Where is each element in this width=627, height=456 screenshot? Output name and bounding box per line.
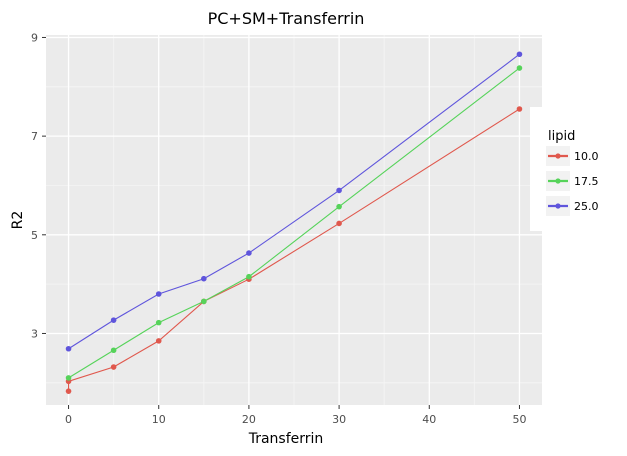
x-axis-title: Transferrin (248, 431, 324, 447)
data-point (65, 375, 72, 381)
legend-marker (555, 178, 561, 184)
legend-entries: 10.0 17.5 25.0 (546, 146, 599, 216)
y-tick-label: 9 (31, 31, 38, 44)
data-point (246, 273, 252, 280)
legend-label: 25.0 (574, 200, 599, 213)
y-tick-label: 3 (31, 327, 38, 340)
data-point (336, 187, 342, 194)
y-axis-title: R2 (10, 211, 26, 230)
x-tick-label: 10 (152, 413, 166, 426)
data-point (65, 388, 72, 394)
data-point (155, 338, 162, 344)
data-point (155, 291, 162, 297)
data-point (110, 317, 117, 323)
data-point (155, 319, 162, 326)
data-point (65, 345, 72, 352)
legend-title: lipid (548, 129, 575, 144)
data-point (336, 203, 342, 210)
x-tick-label: 30 (332, 413, 346, 426)
data-point (516, 65, 523, 71)
x-tick-label: 0 (65, 413, 72, 426)
data-point (201, 275, 207, 282)
x-axis-ticks: 0 10 20 30 40 50 (65, 405, 526, 426)
x-tick-label: 20 (242, 413, 256, 426)
data-point (516, 51, 523, 58)
y-tick-label: 5 (31, 229, 38, 242)
grid-minor (46, 35, 542, 405)
data-point (516, 106, 523, 112)
x-tick-label: 50 (512, 413, 526, 426)
data-point (201, 298, 207, 305)
legend-marker (555, 153, 561, 159)
legend-marker (555, 203, 561, 209)
legend: lipid 10.0 17.5 25.0 (530, 107, 627, 231)
y-tick-label: 7 (31, 130, 38, 143)
data-point (336, 220, 342, 227)
data-point (110, 364, 117, 370)
chart-title: PC+SM+Transferrin (208, 9, 365, 28)
legend-label: 10.0 (574, 150, 599, 163)
series-line (68, 108, 520, 392)
legend-label: 17.5 (574, 175, 599, 188)
data-point (110, 347, 117, 354)
y-axis-ticks: 3 5 7 9 (31, 31, 46, 340)
series-points (65, 51, 523, 394)
x-tick-label: 40 (422, 413, 436, 426)
data-point (246, 250, 252, 256)
